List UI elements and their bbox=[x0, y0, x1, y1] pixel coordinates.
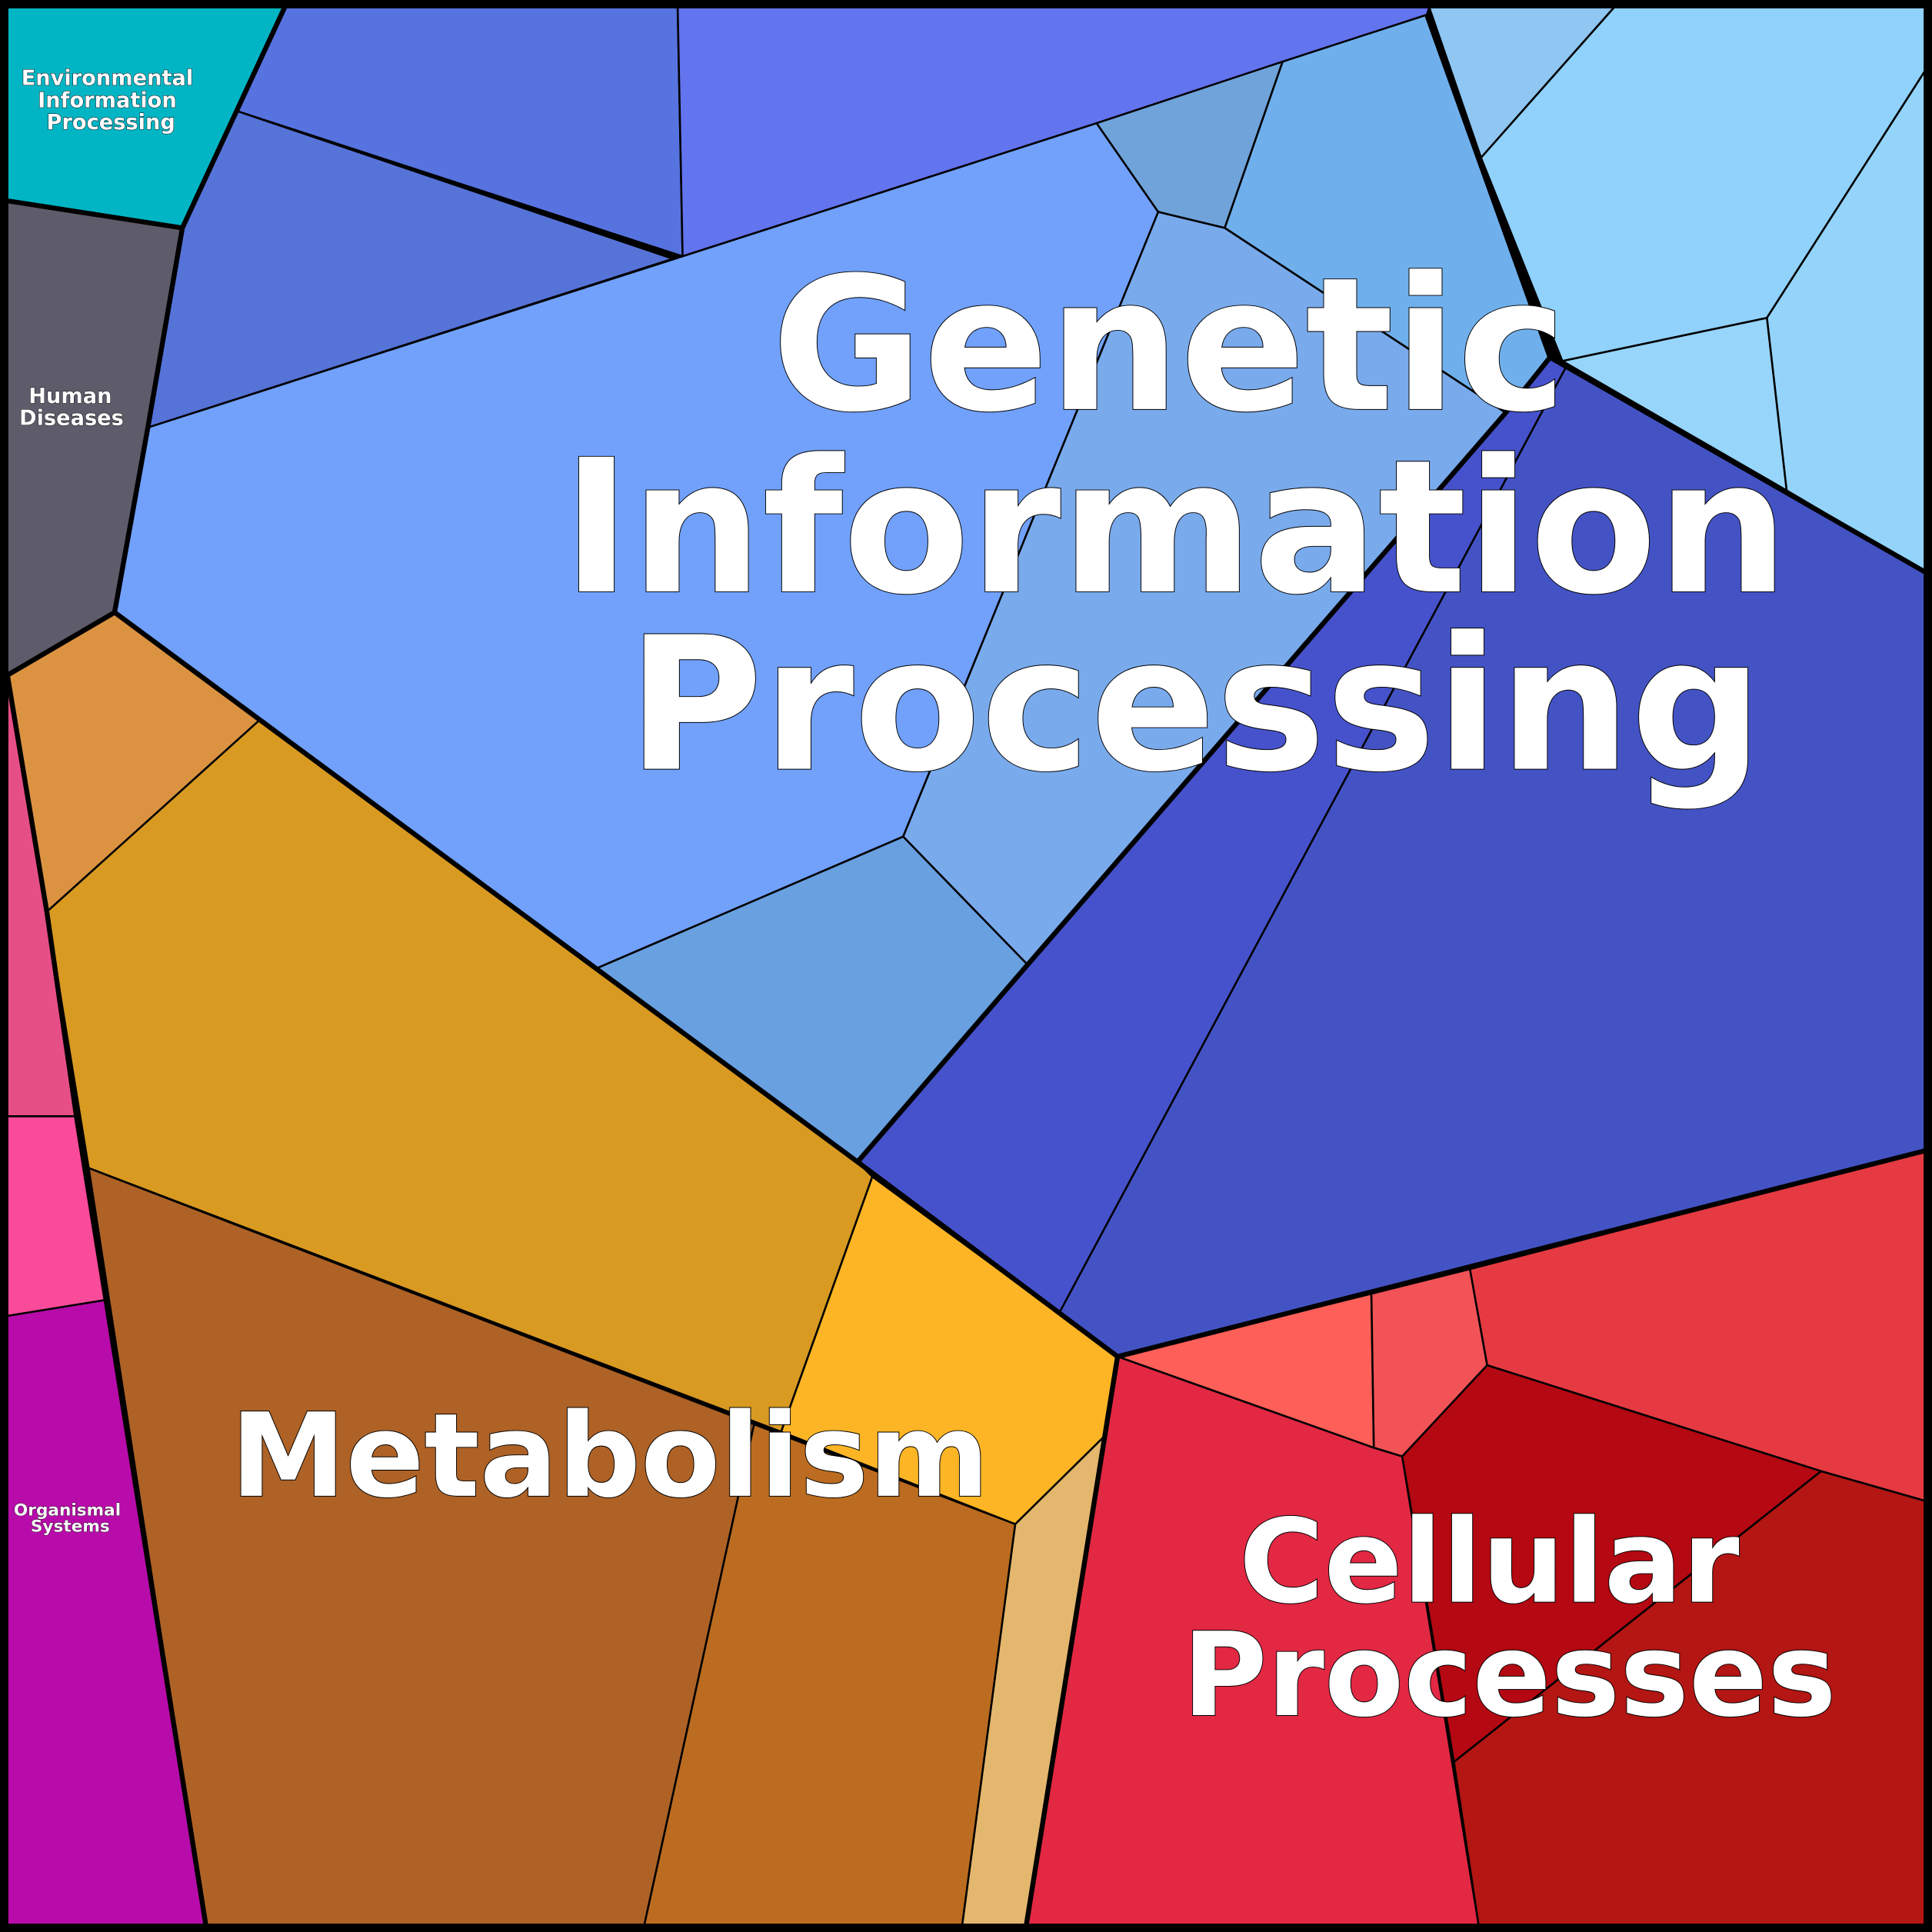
cellular-label: Cellular Processes bbox=[1182, 1494, 1836, 1743]
genetic-label: Genetic Information Processing bbox=[562, 238, 1853, 813]
metabolism-region bbox=[6, 611, 1119, 1926]
environmental-label: Environmental Information Processing bbox=[22, 67, 201, 135]
cellular-region bbox=[1025, 1150, 1926, 1926]
human-diseases-label: Human Diseases bbox=[19, 385, 124, 431]
genetic-region bbox=[113, 6, 1926, 1358]
organismal-label: Organismal Systems bbox=[14, 1501, 127, 1537]
metabolism-label: Metabolism bbox=[231, 1388, 990, 1524]
cell bbox=[1561, 317, 1788, 491]
